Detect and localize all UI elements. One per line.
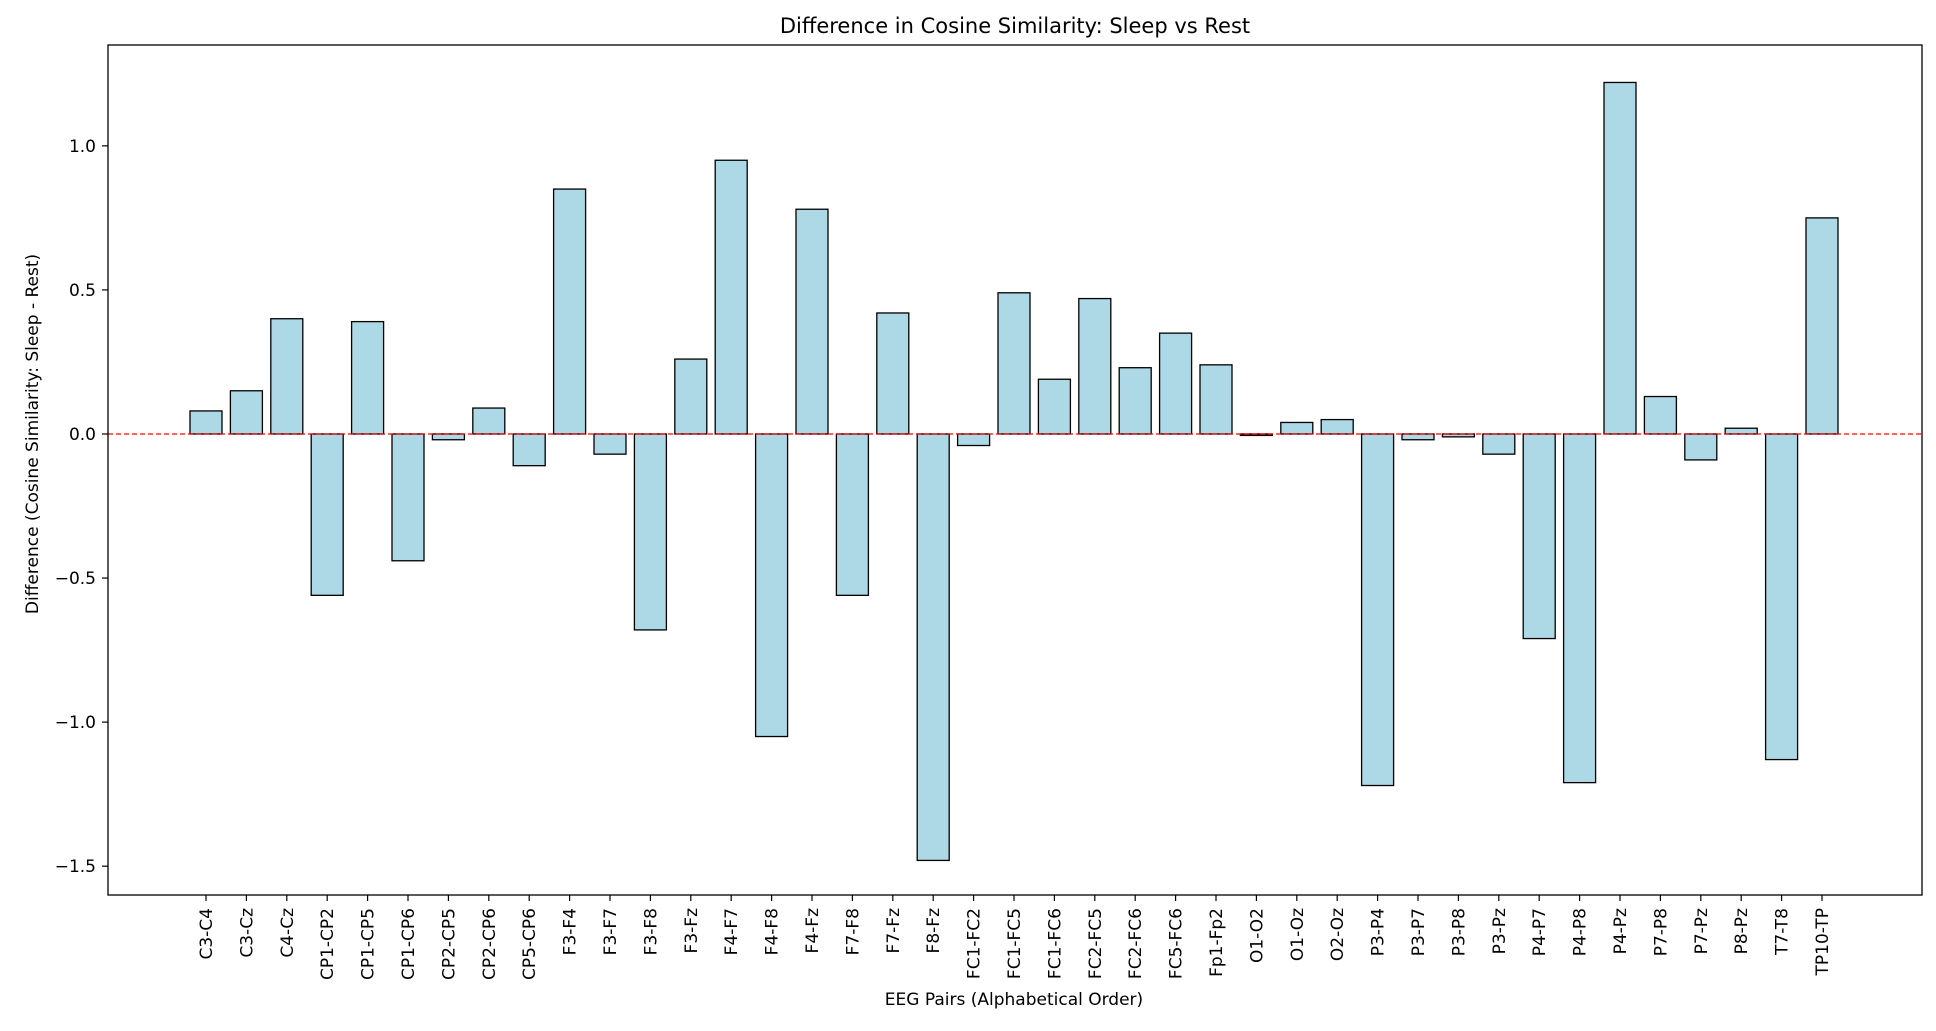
x-tick-label: FC1-FC2 [965,908,985,979]
bars-layer [189,81,1839,862]
x-tick-label: CP1-CP2 [318,908,338,980]
bar-cp5-cp6 [512,433,546,467]
bar-fc2-fc5 [1078,297,1112,435]
x-tick-label: F7-F8 [843,908,863,955]
x-tick-label: F8-Fz [924,908,944,954]
x-tick-label: P3-P7 [1409,908,1429,956]
bar-f3-f7 [593,433,627,455]
x-tick-label: F4-F8 [763,908,783,955]
x-tick-label: P3-P4 [1369,908,1389,956]
x-tick-label: FC2-FC5 [1086,908,1106,979]
x-tick-label: C3-C4 [197,908,217,960]
bar-f3-f8 [633,433,668,631]
x-tick-label: C4-Cz [278,908,298,958]
x-tick-label: F3-F7 [601,908,621,955]
x-tick-label: CP5-CP6 [520,908,540,980]
bar-c3-cz [229,390,264,435]
x-tick-label: CP2-CP6 [480,908,500,980]
y-tick-label: −1.0 [55,713,96,733]
x-tick-label: P3-P8 [1449,908,1469,956]
x-tick-label: CP1-CP6 [399,908,419,980]
bar-c3-c4 [189,410,223,435]
x-tick-label: F3-F8 [641,908,661,955]
x-tick-label: O1-Oz [1288,908,1308,961]
x-tick-label: CP2-CP5 [439,908,459,980]
bar-fp1-fp2 [1199,364,1233,435]
bar-p7-pz [1684,433,1718,461]
bar-cp1-cp6 [391,433,425,562]
bar-f8-fz [916,433,950,862]
bar-p3-p8 [1441,433,1476,438]
x-tick-label: TP10-TP [1813,908,1833,976]
bar-f7-fz [876,312,910,435]
x-tick-label: P3-Pz [1490,908,1510,954]
bar-fc2-fc6 [1118,367,1152,435]
bar-o2-oz [1320,418,1354,435]
x-tick-label: F3-Fz [682,908,702,954]
bar-cp1-cp2 [310,433,344,596]
x-tick-label: Fp1-Fp2 [1207,908,1227,977]
x-tick-label: CP1-CP5 [359,908,379,980]
bar-f4-fz [795,208,829,435]
x-tick-label: P4-P8 [1571,908,1591,956]
bar-fc1-fc2 [956,433,991,447]
x-tick-label: P7-Pz [1692,908,1712,954]
y-tick-label: 1.0 [69,137,96,157]
x-tick-label: P4-P7 [1530,908,1550,956]
bar-f7-f8 [835,433,870,596]
bar-tp10-tp [1805,217,1839,435]
x-tick-label: C3-Cz [237,908,257,958]
bar-cp2-cp5 [431,433,466,441]
y-tick-label: −0.5 [55,569,96,589]
x-tick-label: FC1-FC6 [1045,908,1065,979]
bar-cp2-cp6 [472,407,506,435]
bar-f3-fz [674,358,708,435]
x-tick-label: F4-Fz [803,908,823,954]
bar-p3-pz [1482,433,1516,455]
bar-f3-f4 [552,188,587,435]
bar-p3-p4 [1360,433,1395,787]
y-tick-label: −1.5 [55,857,96,877]
bar-p4-p8 [1562,433,1597,784]
bar-f4-f7 [714,159,748,435]
y-ticks-layer: −1.5 −1.0 −0.5 0.0 0.5 1.0 [55,137,108,877]
x-tick-label: F3-F4 [561,908,581,955]
x-tick-label: O2-Oz [1328,908,1348,961]
bar-fc5-fc6 [1158,332,1193,435]
x-tick-label: O1-O2 [1247,908,1267,963]
bar-p4-p7 [1522,433,1556,640]
bar-p8-pz [1724,427,1758,435]
bar-fc1-fc6 [1037,378,1072,435]
bar-fc1-fc5 [997,292,1031,435]
chart-title: Difference in Cosine Similarity: Sleep v… [780,14,1250,38]
bar-p4-pz [1603,81,1637,435]
x-tick-label: P7-P8 [1651,908,1671,956]
x-tick-label: FC5-FC6 [1167,908,1187,979]
y-tick-label: 0.5 [69,281,96,301]
y-axis-label: Difference (Cosine Similarity: Sleep - R… [23,254,43,614]
x-tick-label: FC1-FC5 [1005,908,1025,979]
bar-p7-p8 [1643,395,1678,435]
x-ticks-layer: C3-C4 C3-Cz C4-Cz CP1-CP2 CP1-CP5 CP1-CP6 CP2-… [197,895,1833,980]
plot-frame [107,44,1923,896]
x-tick-label: F4-F7 [722,908,742,955]
x-tick-label: FC2-FC6 [1126,908,1146,979]
bar-t7-t8 [1764,433,1799,761]
x-tick-label: T7-T8 [1773,908,1793,956]
bar-c4-cz [270,318,304,435]
bar-p3-p7 [1401,433,1435,441]
y-tick-label: 0.0 [69,425,96,445]
x-axis-label: EEG Pairs (Alphabetical Order) [885,990,1143,1010]
x-tick-label: P4-Pz [1611,908,1631,954]
x-tick-label: F7-Fz [884,908,904,954]
bar-cp1-cp5 [350,320,385,435]
bar-o1-oz [1280,421,1314,435]
bar-f4-f8 [754,433,789,738]
x-tick-label: P8-Pz [1732,908,1752,954]
